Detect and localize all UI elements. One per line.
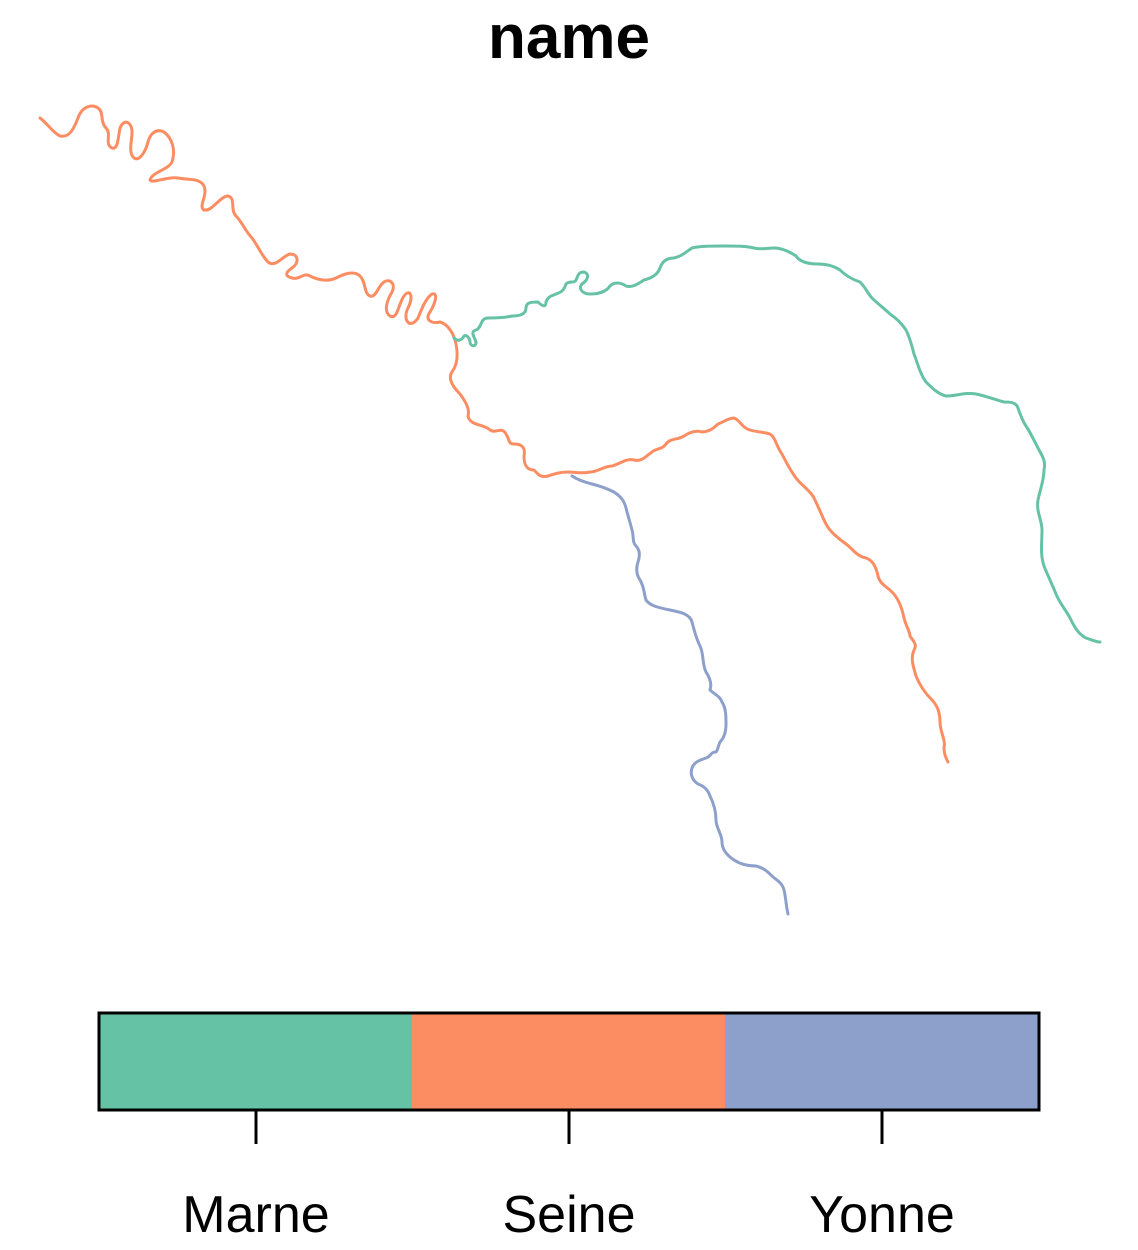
legend-label-yonne: Yonne: [809, 1186, 955, 1244]
legend-swatch-marne: [100, 1014, 412, 1109]
legend-swatch-yonne: [725, 1014, 1038, 1109]
river-marne: [452, 244, 1102, 644]
legend-label-seine: Seine: [503, 1186, 636, 1244]
river-yonne: [570, 474, 790, 916]
legend: Marne Seine Yonne: [97, 1011, 1041, 1244]
legend-swatch-seine: [412, 1014, 725, 1109]
legend-label-marne: Marne: [182, 1186, 329, 1244]
map-title: name: [488, 3, 650, 72]
river-seine: [38, 104, 950, 764]
